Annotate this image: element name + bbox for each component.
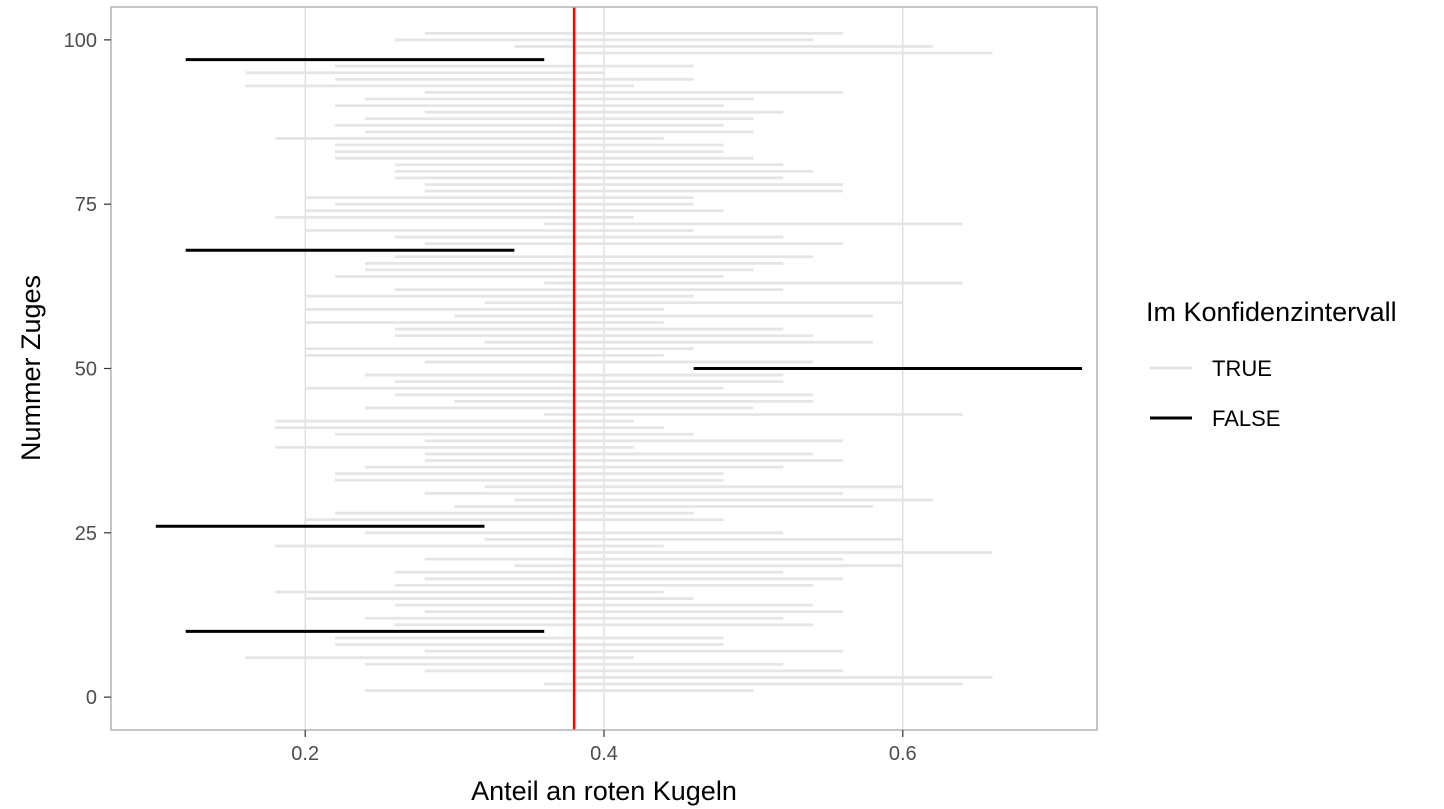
x-axis-title: Anteil an roten Kugeln xyxy=(471,776,737,806)
y-tick-label-0: 0 xyxy=(86,687,97,709)
y-axis-title: Nummer Zuges xyxy=(16,275,46,461)
legend: Im Konfidenzintervall TRUE FALSE xyxy=(1146,297,1397,431)
legend-label-false: FALSE xyxy=(1212,406,1280,431)
y-tick-label-2: 50 xyxy=(75,359,97,381)
y-tick-label-3: 75 xyxy=(75,194,97,216)
y-tick-label-4: 100 xyxy=(64,30,97,52)
y-tick-label-1: 25 xyxy=(75,523,97,545)
legend-label-true: TRUE xyxy=(1212,356,1272,381)
interval-segments xyxy=(155,31,1083,692)
x-axis-ticks: 0.2 0.4 0.6 xyxy=(291,730,917,765)
y-axis-ticks: 0 25 50 75 100 xyxy=(64,30,111,709)
legend-title: Im Konfidenzintervall xyxy=(1146,297,1397,327)
x-tick-label-2: 0.6 xyxy=(889,743,917,765)
x-tick-label-1: 0.4 xyxy=(590,743,618,765)
x-tick-label-0: 0.2 xyxy=(291,743,319,765)
